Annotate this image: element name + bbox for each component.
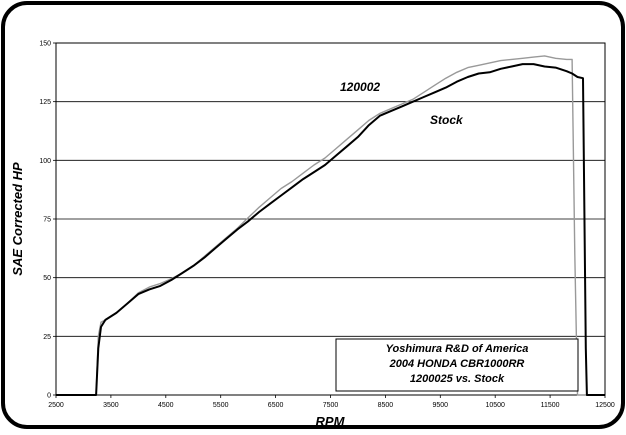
y-tick-label-125: 125 (39, 99, 51, 106)
x-tick-label-10500: 10500 (485, 402, 505, 409)
series-lines (56, 55, 605, 396)
title-line-1: Yoshimura R&D of America (386, 343, 529, 355)
x-tick-label-5500: 5500 (213, 402, 229, 409)
tick-labels: 0 25 50 75 100 125 150 2500 3500 4500 5500 6500 7500… (39, 41, 615, 410)
series-annotation-stock: Stock (430, 113, 464, 127)
x-tick-label-8500: 8500 (378, 402, 394, 409)
x-tick-label-11500: 11500 (541, 402, 560, 409)
title-line-3: 1200025 vs. Stock (410, 373, 505, 385)
x-axis-title: RPM (316, 414, 346, 429)
title-box: Yoshimura R&D of America 2004 HONDA CBR1… (335, 338, 579, 392)
title-line-2: 2004 HONDA CBR1000RR (389, 358, 525, 370)
y-tick-label-25: 25 (43, 334, 51, 341)
x-tick-label-7500: 7500 (323, 402, 339, 409)
series-line-stock (56, 63, 605, 396)
y-tick-label-50: 50 (43, 275, 51, 282)
grid-lines (56, 101, 605, 337)
series-line-120002 (56, 55, 605, 396)
series-annotation-120002: 120002 (340, 80, 380, 94)
y-tick-label-75: 75 (43, 217, 51, 224)
y-tick-label-0: 0 (47, 393, 51, 400)
x-tick-label-9500: 9500 (433, 402, 449, 409)
y-tick-label-100: 100 (39, 158, 51, 165)
x-tick-label-3500: 3500 (103, 402, 119, 409)
title-box-frame (335, 338, 579, 392)
y-axis-title: SAE Corrected HP (10, 162, 25, 276)
x-tick-label-6500: 6500 (268, 402, 284, 409)
x-tick-label-2500: 2500 (48, 402, 64, 409)
y-tick-label-150: 150 (39, 41, 51, 48)
x-tick-label-12500: 12500 (595, 402, 615, 409)
x-tick-label-4500: 4500 (158, 402, 174, 409)
